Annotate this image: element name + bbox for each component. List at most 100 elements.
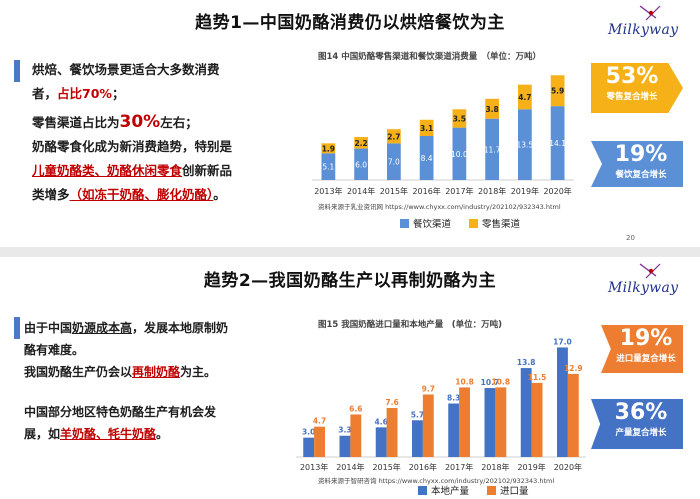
data-label: 3.8 [485, 105, 498, 114]
bar-retail [419, 119, 434, 136]
slide-1: 趋势1—中国奶酪消费仍以烘焙餐饮为主 Milkyway 烘焙、餐饮场景更适合大多… [0, 0, 700, 247]
slide-2-title: 趋势2—我国奶酪生产以再制奶酪为主 [203, 271, 497, 291]
legend-label: 进口量 [500, 486, 529, 497]
data-label: 8.4 [421, 154, 433, 163]
body-line: 展，如羊奶酪、牦牛奶酪。 [24, 427, 169, 441]
bullet-marker [14, 317, 20, 339]
body-line: 中国部分地区特色奶酪生产有机会发 [24, 405, 217, 419]
bar-catering [550, 106, 565, 180]
x-tick-label: 2018年 [478, 186, 506, 196]
data-label: 10.7 [481, 378, 500, 387]
data-label: 10.8 [455, 377, 474, 386]
chart-2-title: 图15 我国奶酪进口量和本地产量 (单位：万吨) [318, 320, 503, 330]
slide-2: 趋势2—我国奶酪生产以再制奶酪为主 Milkyway 由于中国奶源成本高，发展本… [0, 257, 700, 499]
bar-production [557, 347, 568, 457]
x-tick-label: 2013年 [300, 462, 328, 472]
bullet-marker [14, 60, 20, 82]
data-label: 17.0 [553, 337, 572, 346]
data-label: 11.5 [528, 373, 547, 382]
logo-text: Milkyway [608, 22, 679, 38]
chart-1-legend: 餐饮渠道 零售渠道 [400, 216, 520, 230]
body-line: 由于中国奶源成本高，发展本地原制奶 [24, 321, 229, 335]
data-label: 13.5 [517, 141, 534, 150]
legend-swatch [487, 485, 497, 495]
data-label: 3.1 [420, 124, 433, 133]
bar-retail [517, 84, 532, 110]
data-label: 9.7 [422, 384, 435, 393]
growth-percent: 19% [619, 326, 673, 351]
bar-catering [517, 109, 532, 180]
legend-label: 餐饮渠道 [413, 219, 452, 230]
slide-2-body: 由于中国奶源成本高，发展本地原制奶 酪有难度。 我国奶酪生产仍会以再制奶酪为主。… [24, 317, 294, 445]
data-label: 3.3 [338, 426, 351, 435]
bar-production [339, 435, 351, 457]
x-tick-label: 2015年 [380, 186, 408, 196]
bar-retail [386, 129, 401, 144]
data-label: 14.1 [549, 139, 566, 148]
bar-production [484, 388, 496, 457]
data-label: 4.6 [375, 417, 388, 426]
bar-production [520, 368, 532, 457]
data-label: 12.9 [564, 364, 583, 373]
growth-percent: 53% [605, 64, 659, 89]
data-label: 10.8 [492, 377, 511, 386]
x-tick-label: 2014年 [347, 186, 375, 196]
bar-catering [419, 136, 434, 180]
x-tick-label: 2015年 [372, 462, 400, 472]
bar-production [303, 437, 315, 457]
body-line: 烘焙、餐饮场景更适合大多数消费 [32, 62, 220, 77]
growth-label: 零售复合增长 [606, 92, 658, 102]
bar-import [350, 414, 362, 457]
bar-catering [321, 153, 336, 180]
x-tick-label: 2014年 [336, 462, 364, 472]
comet-logo-icon [639, 5, 661, 21]
data-label: 10.0 [451, 150, 468, 159]
bar-retail [550, 75, 565, 107]
data-label: 3.5 [453, 114, 466, 123]
data-label: 4.7 [518, 93, 531, 102]
growth-label: 进口量复合增长 [616, 354, 676, 364]
retail-growth-callout: 53% 零售复合增长 [591, 63, 683, 113]
x-tick-label: 2019年 [511, 186, 539, 196]
chart-1-source: 资料来源于乳业资讯网 https://www.chyxx.com/industr… [318, 203, 561, 211]
x-tick-label: 2018年 [481, 462, 509, 472]
legend-swatch [469, 218, 479, 228]
x-tick-label: 2013年 [314, 186, 342, 196]
chart-1-svg: 5.1 1.9 2013年 6.0 2.2 2014年 7.0 2.7 2015年 8.4 3.1 2… [312, 75, 574, 196]
bar-import [386, 408, 398, 457]
bar-import [314, 426, 325, 457]
data-label: 2.7 [387, 132, 400, 141]
data-label: 11.7 [484, 145, 501, 154]
logo-text: Milkyway [608, 280, 679, 296]
growth-label: 餐饮复合增长 [615, 170, 667, 180]
x-tick-label: 2020年 [543, 186, 571, 196]
body-line: 儿童奶酪类、奶酪休闲零食创新新品 [32, 163, 233, 178]
import-growth-callout: 19% 进口量复合增长 [601, 325, 683, 373]
body-line: 类增多（如冻干奶酪、膨化奶酪）。 [32, 187, 226, 202]
comet-logo-icon [639, 263, 661, 279]
body-line: 酪有难度。 [24, 343, 85, 357]
x-tick-label: 2017年 [445, 462, 473, 472]
bar-retail [452, 109, 467, 128]
x-tick-label: 2020年 [554, 462, 582, 472]
milkyway-logo: Milkyway [608, 262, 692, 296]
slide-1-body: 烘焙、餐饮场景更适合大多数消费 者，占比70%； 零售渠道占比为30%左右； 奶… [32, 58, 300, 207]
chart-1-title: 图14 中国奶酪零售渠道和餐饮渠道消费量 （单位：万吨） [318, 52, 542, 62]
data-label: 3.0 [302, 428, 315, 437]
data-label: 6.0 [355, 160, 367, 169]
legend-label: 本地产量 [431, 486, 470, 497]
bar-retail [321, 143, 336, 154]
x-tick-label: 2016年 [409, 462, 437, 472]
x-tick-label: 2019年 [517, 462, 545, 472]
growth-label: 产量复合增长 [615, 428, 667, 438]
data-label: 5.7 [411, 410, 424, 419]
bar-production [448, 403, 460, 457]
x-tick-label: 2017年 [445, 186, 473, 196]
bar-catering [354, 148, 369, 180]
bar-production [412, 420, 423, 457]
body-line: 零售渠道占比为30%左右； [32, 112, 198, 132]
chart-2-source: 资料来源于智研咨询 https://www.chyxx.com/industry… [318, 477, 555, 485]
data-label: 1.9 [322, 144, 335, 153]
bar-import [567, 373, 579, 457]
bar-import [459, 387, 470, 457]
